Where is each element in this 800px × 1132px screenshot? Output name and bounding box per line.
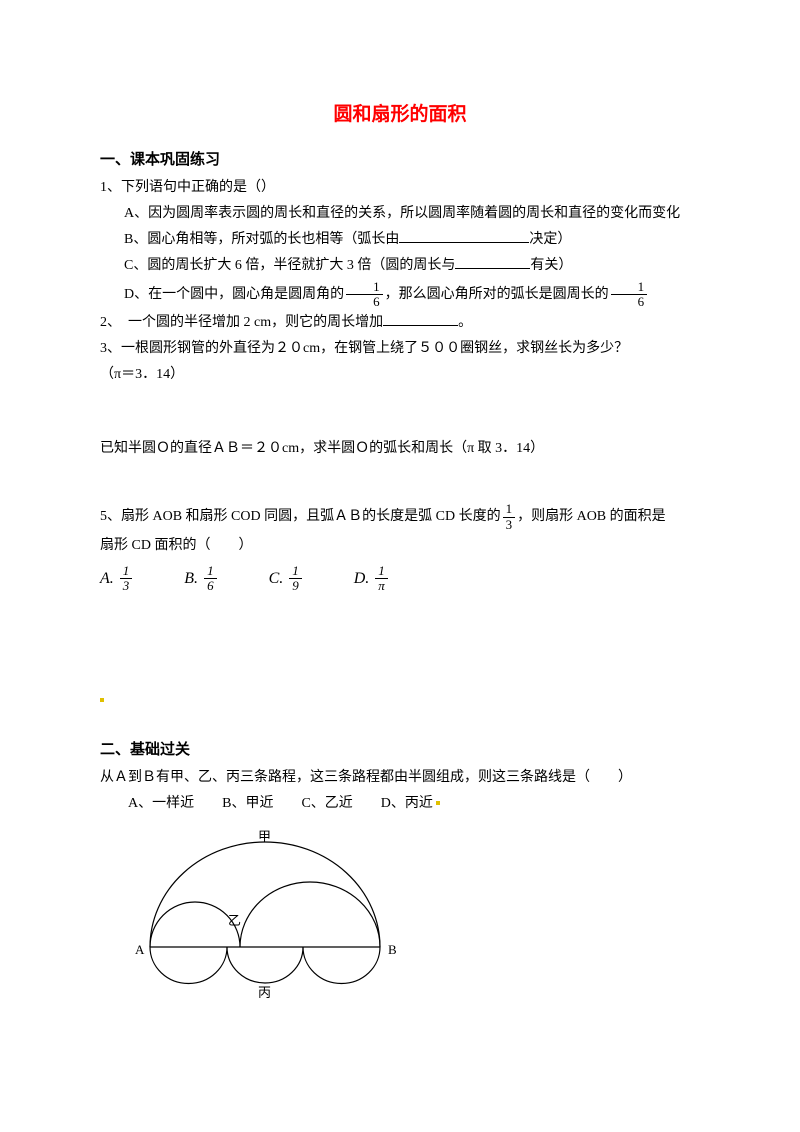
option-b-label: B. [184, 566, 198, 592]
path-jia [150, 842, 380, 947]
label-jia: 甲 [258, 829, 271, 844]
q1-optb-post: 决定） [529, 232, 571, 247]
q1-option-b: B、圆心角相等，所对弧的长也相等（弧长由 决定） [100, 228, 700, 252]
marker-dot [100, 689, 700, 711]
option-d: D. 1π [354, 564, 390, 594]
path-diagram: 甲 乙 丙 A B [130, 827, 700, 1010]
fraction-1-6: 16 [346, 280, 383, 310]
q5-line2: 扇形 CD 面积的（ ） [100, 534, 700, 558]
q5-line1: 5、扇形 AOB 和扇形 COD 同圆，且弧ＡＢ的长度是弧 CD 长度的13，则… [100, 502, 700, 532]
path-bing-3 [303, 947, 380, 983]
fraction-1-3: 13 [120, 564, 133, 594]
page-title: 圆和扇形的面积 [100, 100, 700, 130]
path-bing-2 [227, 947, 303, 983]
q1-optd-pre: D、在一个圆中，圆心角是圆周角的 [124, 287, 344, 302]
q1-optd-mid: ，那么圆心角所对的弧长是圆周长的 [385, 287, 609, 302]
q2-pre: 2、 一个圆的半径增加 2 cm，则它的周长增加 [100, 315, 383, 330]
q5-pre: 5、扇形 AOB 和扇形 COD 同圆，且弧ＡＢ的长度是弧 CD 长度的 [100, 509, 501, 524]
q3-line2: （π＝3．14） [100, 363, 700, 387]
q1-optc-post: 有关） [530, 258, 572, 273]
label-b: B [388, 942, 397, 957]
q1-optc-pre: C、圆的周长扩大 6 倍，半径就扩大 3 倍（圆的周长与 [124, 258, 455, 273]
q1-option-d: D、在一个圆中，圆心角是圆周角的16，那么圆心角所对的弧长是圆周长的16 [100, 280, 700, 310]
s2-q1-line1: 从Ａ到Ｂ有甲、乙、丙三条路程，这三条路程都由半圆组成，则这三条路线是（ ） [100, 766, 700, 790]
fill-blank [383, 312, 458, 326]
q4-text: 已知半圆Ｏ的直径ＡＢ＝２０cm，求半圆Ｏ的弧长和周长（π 取 3．14） [100, 437, 700, 461]
q2-text: 2、 一个圆的半径增加 2 cm，则它的周长增加 。 [100, 311, 700, 335]
fraction-1-3: 13 [503, 502, 516, 532]
q3-line1: 3、一根圆形钢管的外直径为２０cm，在钢管上绕了５００圈钢丝，求钢丝长为多少？ [100, 337, 700, 361]
fill-blank [455, 255, 530, 269]
q1-option-a: A、因为圆周率表示圆的周长和直径的关系，所以圆周率随着圆的周长和直径的变化而变化 [100, 202, 700, 226]
path-yi-left [150, 902, 240, 947]
option-a: A. 13 [100, 564, 134, 594]
option-b: B. 16 [184, 564, 218, 594]
q1-optb-pre: B、圆心角相等，所对弧的长也相等（弧长由 [124, 232, 399, 247]
path-yi-right [240, 882, 380, 947]
fraction-1-6: 16 [611, 280, 648, 310]
q1-stem: 1、下列语句中正确的是（） [100, 176, 700, 200]
q5-post: ，则扇形 AOB 的面积是 [517, 509, 666, 524]
section-2-heading: 二、基础过关 [100, 738, 700, 762]
label-bing: 丙 [258, 985, 271, 1000]
label-yi: 乙 [228, 913, 241, 928]
q5-options: A. 13 B. 16 C. 19 D. 1π [100, 564, 700, 594]
option-c-label: C. [269, 566, 284, 592]
fraction-1-6: 16 [204, 564, 217, 594]
marker-dot [436, 801, 440, 805]
path-bing-1 [150, 947, 227, 983]
fill-blank [399, 229, 529, 243]
fraction-1-9: 19 [289, 564, 302, 594]
fraction-1-pi: 1π [375, 564, 388, 594]
s2-q1-options: A、一样近 B、甲近 C、乙近 D、丙近 [100, 792, 700, 816]
q1-option-c: C、圆的周长扩大 6 倍，半径就扩大 3 倍（圆的周长与 有关） [100, 254, 700, 278]
q2-post: 。 [458, 315, 472, 330]
option-c: C. 19 [269, 564, 304, 594]
option-a-label: A. [100, 566, 114, 592]
option-d-label: D. [354, 566, 370, 592]
section-1-heading: 一、课本巩固练习 [100, 148, 700, 172]
label-a: A [135, 942, 145, 957]
